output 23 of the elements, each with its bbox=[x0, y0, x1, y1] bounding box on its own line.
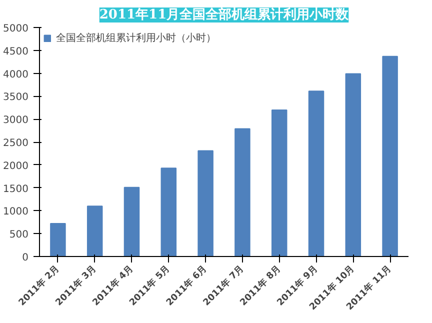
y-tick-label: 3500 bbox=[3, 92, 29, 104]
bar bbox=[86, 206, 103, 256]
y-tick-label: 4500 bbox=[3, 46, 29, 58]
y-tick-label: 500 bbox=[9, 230, 29, 241]
bar bbox=[50, 223, 66, 256]
bar bbox=[198, 150, 214, 256]
y-tick-label: 1000 bbox=[3, 206, 29, 218]
bar bbox=[160, 168, 177, 256]
y-tick-label: 3000 bbox=[3, 115, 29, 126]
y-tick-label: 0 bbox=[22, 252, 29, 264]
bar bbox=[382, 56, 398, 256]
y-tick-label: 2000 bbox=[3, 160, 29, 172]
y-tick-label: 4000 bbox=[3, 69, 29, 80]
chart-title: 2011年11月全国全部机组累计利用小时数 bbox=[99, 6, 350, 22]
y-tick-label: 5000 bbox=[3, 24, 29, 34]
bar bbox=[271, 109, 288, 256]
legend-label: 全国全部机组累计利用小时（小时） bbox=[56, 32, 216, 45]
bar bbox=[345, 73, 362, 256]
y-tick-label: 1500 bbox=[3, 184, 29, 195]
y-tick-label: 2500 bbox=[3, 138, 29, 149]
bar bbox=[234, 128, 250, 256]
bar bbox=[124, 186, 140, 256]
bar bbox=[308, 90, 324, 256]
